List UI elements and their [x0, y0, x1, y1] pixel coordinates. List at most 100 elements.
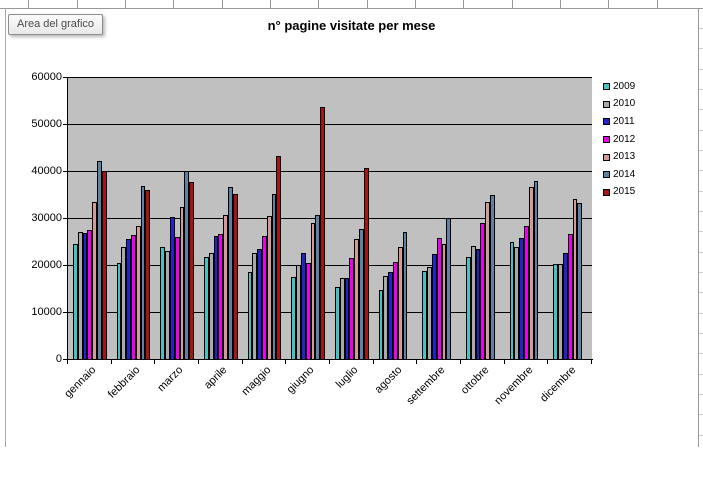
bar[interactable] [383, 276, 389, 359]
y-axis-label: 60000 [31, 71, 62, 83]
bar[interactable] [354, 239, 360, 359]
bar[interactable] [145, 190, 151, 359]
bar[interactable] [310, 223, 316, 359]
bar[interactable] [140, 186, 146, 359]
bar[interactable] [519, 238, 525, 359]
bar[interactable] [514, 247, 520, 359]
legend-item[interactable]: 2013 [603, 148, 635, 166]
bar[interactable] [305, 263, 311, 359]
bar[interactable] [567, 234, 573, 359]
bar[interactable] [533, 181, 539, 359]
bar[interactable] [276, 156, 282, 359]
y-axis-tick [63, 171, 67, 172]
bar[interactable] [427, 267, 432, 359]
bar[interactable] [135, 226, 141, 359]
bar[interactable] [232, 194, 238, 359]
bar[interactable] [397, 247, 403, 359]
bar[interactable] [165, 251, 170, 359]
bar[interactable] [204, 257, 209, 359]
bar[interactable] [82, 233, 88, 359]
bar[interactable] [422, 271, 428, 359]
sheet-row-gridline [699, 28, 703, 29]
sheet-top-gridline [0, 8, 703, 9]
bar[interactable] [315, 215, 321, 359]
bar[interactable] [184, 171, 190, 359]
legend-item[interactable]: 2014 [603, 166, 635, 184]
bar[interactable] [388, 272, 394, 359]
bar[interactable] [466, 257, 471, 359]
bar[interactable] [320, 107, 325, 359]
bar[interactable] [77, 232, 83, 359]
bar[interactable] [485, 202, 491, 359]
bar[interactable] [300, 253, 306, 359]
bar[interactable] [470, 246, 476, 359]
bar[interactable] [553, 264, 559, 359]
sheet-column-gridline [173, 0, 174, 8]
bar[interactable] [558, 264, 563, 359]
bar[interactable] [577, 203, 583, 359]
bar[interactable] [252, 253, 258, 359]
bar[interactable] [92, 202, 98, 359]
bar[interactable] [73, 244, 78, 359]
bar[interactable] [339, 278, 345, 359]
bar[interactable] [228, 187, 233, 359]
bar[interactable] [257, 249, 263, 359]
bar[interactable] [441, 244, 447, 359]
bar[interactable] [174, 237, 180, 359]
bar[interactable] [101, 171, 107, 359]
sheet-column-gridline [415, 0, 416, 8]
bar[interactable] [189, 182, 194, 359]
bar[interactable] [446, 218, 452, 359]
bar[interactable] [335, 287, 340, 359]
bar[interactable] [121, 247, 127, 359]
bar[interactable] [266, 216, 272, 359]
bar[interactable] [160, 247, 166, 359]
bar[interactable] [378, 290, 384, 359]
bar-group [68, 77, 112, 359]
bar[interactable] [490, 195, 495, 359]
bar[interactable] [208, 253, 214, 359]
bar[interactable] [218, 234, 224, 359]
chart-title[interactable]: n° pagine visitate per mese [267, 18, 436, 33]
bar[interactable] [359, 229, 364, 359]
bar[interactable] [349, 258, 355, 359]
sheet-row-gridline [699, 414, 703, 415]
x-axis-tick [547, 360, 549, 364]
bar[interactable] [344, 278, 350, 359]
bar[interactable] [528, 187, 534, 359]
legend-item[interactable]: 2015 [603, 184, 635, 202]
bar[interactable] [169, 217, 175, 359]
bar[interactable] [87, 230, 93, 359]
bar[interactable] [393, 262, 398, 359]
bar[interactable] [247, 272, 253, 359]
bar[interactable] [291, 277, 297, 359]
bar[interactable] [126, 239, 132, 359]
bar[interactable] [296, 265, 301, 359]
bar[interactable] [572, 199, 578, 359]
bar[interactable] [116, 263, 122, 359]
bar[interactable] [223, 215, 229, 359]
bar[interactable] [363, 168, 369, 359]
bar[interactable] [436, 238, 442, 359]
bar[interactable] [524, 226, 529, 359]
legend-item[interactable]: 2012 [603, 131, 635, 149]
bar[interactable] [562, 253, 568, 359]
legend-item[interactable]: 2009 [603, 78, 635, 96]
bar[interactable] [475, 249, 481, 359]
bar[interactable] [480, 223, 486, 359]
bar[interactable] [509, 242, 515, 359]
bar[interactable] [402, 232, 408, 359]
bar[interactable] [431, 254, 437, 359]
legend-label: 2015 [613, 186, 636, 198]
gridline [68, 218, 592, 219]
bar[interactable] [97, 161, 102, 359]
legend-item[interactable]: 2011 [603, 113, 635, 131]
plot-area[interactable] [68, 77, 592, 359]
bar[interactable] [262, 236, 267, 359]
legend-item[interactable]: 2010 [603, 96, 635, 114]
bar[interactable] [179, 207, 185, 359]
bar[interactable] [213, 236, 219, 359]
bar[interactable] [271, 194, 277, 359]
bar[interactable] [131, 235, 136, 359]
bar-group [461, 77, 505, 359]
